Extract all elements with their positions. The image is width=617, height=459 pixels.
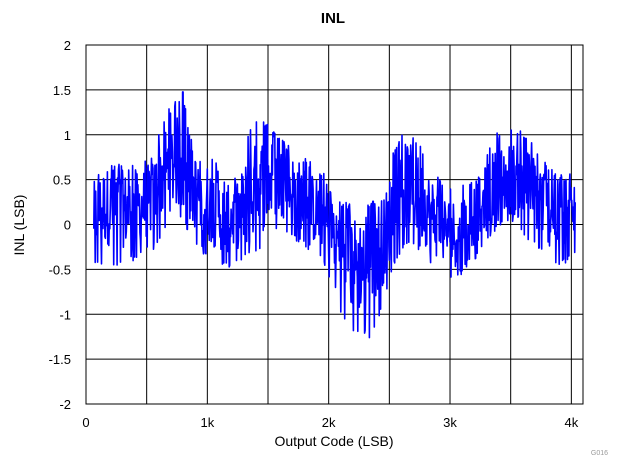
y-tick-label: -1.5	[49, 352, 71, 367]
inl-trace-line	[94, 92, 575, 338]
y-tick-label: 1.5	[53, 83, 71, 98]
y-tick-label: 1	[64, 128, 71, 143]
inl-trace	[94, 92, 575, 338]
chart-title: INL	[321, 10, 345, 27]
y-tick-label: 0.5	[53, 173, 71, 188]
y-tick-label: -1	[59, 307, 71, 322]
y-tick-label: -0.5	[49, 262, 71, 277]
x-tick-label: 3k	[443, 415, 457, 430]
x-axis-label: Output Code (LSB)	[274, 433, 393, 449]
y-tick-label: 2	[64, 38, 71, 53]
y-axis-ticks: 2 1.5 1 0.5 0 -0.5 -1 -1.5 -2	[49, 38, 71, 412]
x-axis-ticks: 0 1k 2k 3k 4k	[82, 415, 578, 430]
y-tick-label: -2	[59, 397, 71, 412]
y-tick-label: 0	[64, 218, 71, 233]
figure-code: G016	[591, 450, 608, 457]
y-axis-label: INL (LSB)	[11, 195, 27, 256]
x-tick-label: 4k	[564, 415, 578, 430]
x-tick-label: 2k	[322, 415, 336, 430]
x-tick-label: 1k	[200, 415, 214, 430]
x-tick-label: 0	[82, 415, 89, 430]
